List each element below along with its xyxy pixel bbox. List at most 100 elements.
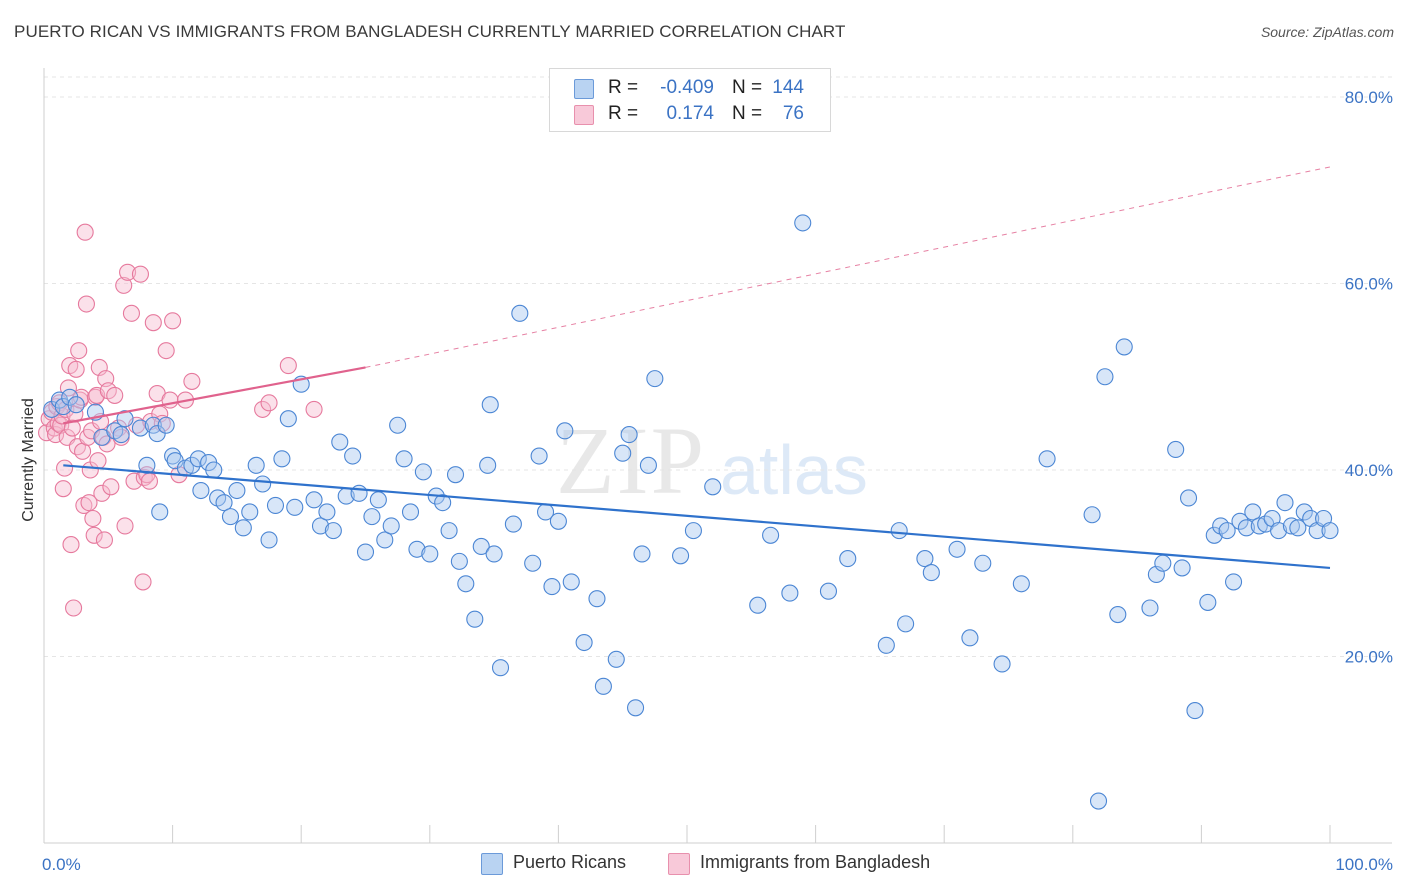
data-point-puerto-rican — [1231, 512, 1249, 530]
data-point-puerto-rican — [491, 659, 510, 677]
n-label: N = — [732, 103, 763, 124]
x-tick-label: 100.0% — [1335, 855, 1393, 874]
data-point-puerto-rican — [1179, 489, 1198, 507]
data-point-puerto-rican — [401, 503, 420, 521]
data-point-puerto-rican — [479, 456, 497, 474]
data-point-puerto-rican — [620, 426, 638, 444]
pink-swatch-icon — [668, 853, 690, 875]
data-point-puerto-rican — [504, 515, 522, 533]
data-point-puerto-rican — [639, 456, 657, 474]
trend-line-puerto-ricans — [63, 464, 1331, 570]
data-point-puerto-rican — [1218, 522, 1236, 540]
data-point-puerto-rican — [54, 398, 72, 416]
data-point-puerto-rican — [389, 416, 407, 434]
data-point-puerto-rican — [254, 475, 272, 493]
data-point-puerto-rican — [575, 633, 593, 652]
data-point-puerto-rican — [434, 494, 452, 512]
data-point-bangladesh — [279, 357, 297, 375]
blue-swatch-icon — [481, 853, 503, 875]
data-point-bangladesh — [56, 459, 74, 477]
data-point-puerto-rican — [286, 498, 304, 516]
data-point-puerto-rican — [684, 522, 702, 540]
data-point-puerto-rican — [369, 491, 387, 509]
data-point-puerto-rican — [356, 543, 375, 561]
data-point-puerto-rican — [363, 508, 381, 526]
data-point-puerto-rican — [67, 396, 85, 414]
data-point-puerto-rican — [311, 517, 330, 535]
data-point-puerto-rican — [260, 531, 278, 549]
data-point-puerto-rican — [164, 447, 182, 465]
data-point-puerto-rican — [1083, 506, 1101, 524]
data-point-puerto-rican — [922, 564, 940, 582]
data-point-puerto-rican — [408, 540, 426, 558]
data-point-puerto-rican — [344, 447, 362, 465]
data-point-puerto-rican — [1289, 519, 1307, 537]
data-point-puerto-rican — [266, 496, 285, 514]
data-point-bangladesh — [144, 314, 162, 332]
correlation-legend: R = -0.409 N = 144 R = 0.174 N = 76 — [549, 68, 831, 132]
data-point-bangladesh — [140, 472, 159, 490]
data-point-puerto-rican — [331, 433, 349, 451]
data-point-puerto-rican — [916, 550, 934, 568]
data-point-bangladesh — [183, 372, 201, 390]
r-value: 0.174 — [666, 103, 714, 124]
data-point-bangladesh — [84, 509, 102, 528]
data-point-puerto-rican — [421, 545, 439, 563]
data-point-bangladesh — [65, 599, 83, 617]
y-axis-label: Currently Married — [20, 398, 37, 522]
data-point-puerto-rican — [627, 699, 645, 717]
data-point-puerto-rican — [131, 419, 149, 437]
data-point-bangladesh — [70, 342, 88, 360]
data-point-puerto-rican — [466, 610, 484, 628]
data-point-puerto-rican — [215, 494, 233, 512]
bangladesh-points — [38, 223, 323, 617]
data-point-bangladesh — [305, 400, 323, 418]
data-point-bangladesh — [62, 536, 80, 554]
data-point-puerto-rican — [414, 463, 432, 481]
data-point-puerto-rican — [1096, 368, 1114, 386]
data-point-puerto-rican — [1282, 517, 1300, 535]
data-point-puerto-rican — [614, 444, 632, 462]
data-point-bangladesh — [260, 394, 278, 412]
source-label: Source: ZipAtlas.com — [1260, 24, 1394, 40]
data-point-puerto-rican — [993, 655, 1011, 673]
puerto-rican-points — [43, 214, 1339, 810]
data-point-puerto-rican — [221, 508, 240, 526]
data-point-puerto-rican — [524, 554, 542, 572]
data-point-bangladesh — [164, 312, 182, 330]
data-point-bangladesh — [77, 295, 95, 313]
data-point-puerto-rican — [1225, 573, 1243, 591]
data-point-puerto-rican — [556, 422, 574, 440]
blue-swatch-icon — [574, 79, 594, 99]
data-point-bangladesh — [93, 484, 111, 502]
data-point-puerto-rican — [1250, 517, 1268, 535]
data-point-puerto-rican — [961, 629, 979, 647]
data-point-puerto-rican — [1199, 593, 1217, 611]
data-point-puerto-rican — [247, 456, 265, 474]
data-point-puerto-rican — [819, 582, 838, 600]
data-point-puerto-rican — [1270, 522, 1288, 540]
data-point-puerto-rican — [112, 426, 130, 444]
y-tick-label: 20.0% — [1345, 648, 1393, 667]
legend-label: Puerto Ricans — [513, 852, 627, 872]
data-point-bangladesh — [134, 573, 152, 591]
data-point-bangladesh — [80, 494, 98, 512]
data-point-bangladesh — [76, 223, 94, 241]
data-point-puerto-rican — [1186, 702, 1204, 720]
data-point-puerto-rican — [1141, 599, 1159, 617]
pink-swatch-icon — [574, 105, 594, 125]
data-point-puerto-rican — [607, 650, 625, 668]
data-point-puerto-rican — [382, 517, 400, 535]
data-point-puerto-rican — [234, 519, 252, 537]
data-point-puerto-rican — [318, 503, 336, 521]
data-point-puerto-rican — [530, 447, 548, 465]
data-point-puerto-rican — [646, 370, 664, 388]
data-point-puerto-rican — [395, 450, 413, 468]
data-point-puerto-rican — [1173, 559, 1191, 577]
data-point-puerto-rican — [543, 578, 561, 596]
data-point-puerto-rican — [1205, 526, 1223, 544]
data-point-puerto-rican — [228, 481, 246, 500]
r-value: -0.409 — [660, 77, 714, 98]
data-point-puerto-rican — [157, 416, 175, 434]
data-point-puerto-rican — [485, 545, 503, 563]
